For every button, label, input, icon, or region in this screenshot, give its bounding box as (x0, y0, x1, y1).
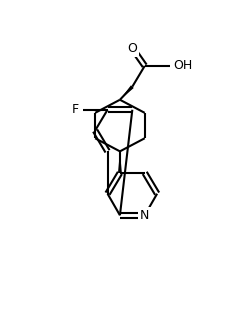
Text: F: F (72, 103, 79, 116)
Text: N: N (140, 209, 150, 222)
Polygon shape (120, 85, 134, 100)
Text: O: O (127, 42, 137, 55)
Polygon shape (118, 151, 122, 173)
Text: OH: OH (173, 59, 193, 73)
